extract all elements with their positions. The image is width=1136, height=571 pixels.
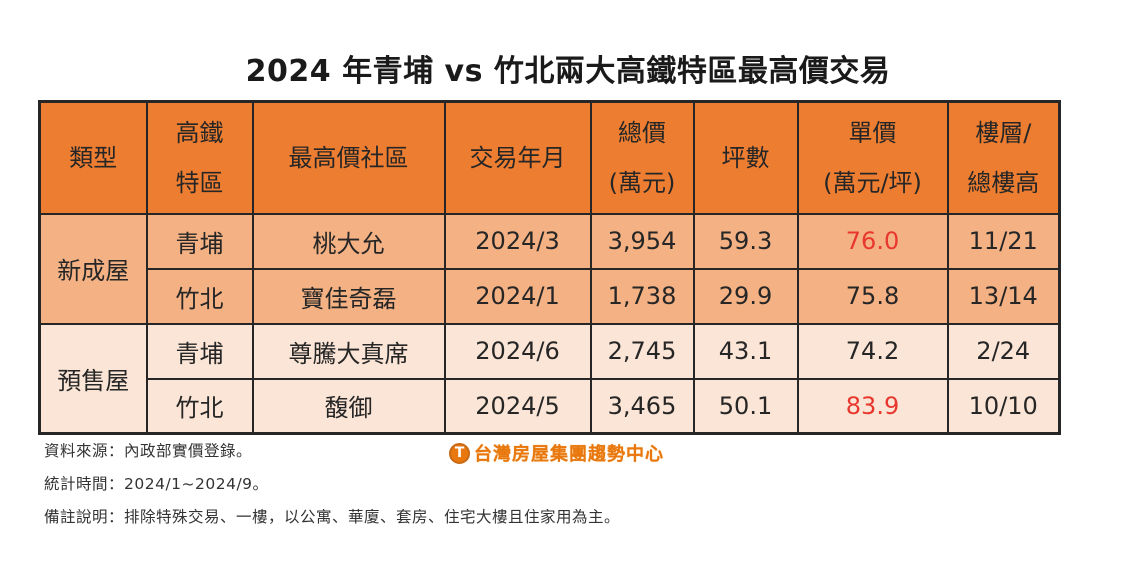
cell-total-price: 1,738: [589, 267, 695, 325]
col-header-ping: 坪數: [692, 100, 799, 215]
table-row-presale-zhubei: 竹北 馥御 2024/5 3,465 50.1 83.9 10/10: [40, 377, 1061, 435]
col-header-total-price: 總價 (萬元): [589, 100, 695, 215]
cell-transaction-date: 2024/3: [443, 212, 592, 270]
col-header-unit-price: 單價 (萬元/坪): [796, 100, 949, 215]
header-label: 最高價社區: [288, 143, 409, 172]
cell-floor: 11/21: [946, 212, 1061, 270]
cell-ping: 29.9: [692, 267, 799, 325]
cell-community: 尊騰大真席: [251, 322, 446, 380]
cell-ping: 50.1: [692, 377, 799, 435]
cell-unit-price: 74.2: [796, 322, 949, 380]
note-statistics-period: 統計時間：2024/1~2024/9。: [44, 475, 269, 493]
cell-floor: 10/10: [946, 377, 1061, 435]
table-row-new-house-qingpu: 新成屋 青埔 桃大允 2024/3 3,954 59.3 76.0 11/21: [38, 212, 1061, 325]
taiwan-housing-logo: T 台灣房屋集團趨勢中心: [449, 440, 664, 466]
col-header-community: 最高價社區: [251, 100, 446, 215]
cell-district: 竹北: [145, 267, 254, 325]
col-header-hsr-district: 高鐵 特區: [145, 100, 254, 215]
cell-district: 竹北: [145, 377, 254, 435]
cell-community: 寶佳奇磊: [251, 267, 446, 325]
cell-transaction-date: 2024/6: [443, 322, 592, 380]
cell-total-price: 2,745: [589, 322, 695, 380]
page-title: 2024 年青埔 vs 竹北兩大高鐵特區最高價交易: [245, 54, 891, 89]
group-label-new-house: 新成屋: [38, 212, 148, 325]
cell-floor: 2/24: [946, 322, 1061, 380]
cell-ping: 59.3: [692, 212, 799, 270]
header-label: 總價: [618, 118, 666, 147]
note-remarks: 備註說明：排除特殊交易、一樓，以公寓、華廈、套房、住宅大樓且住家用為主。: [44, 508, 621, 526]
header-label: 交易年月: [469, 143, 566, 172]
footnotes: 資料來源：內政部實價登錄。 統計時間：2024/1~2024/9。 備註說明：排…: [44, 441, 620, 540]
transactions-table-container: 類型 高鐵 特區 最高價社區 交易年月 總價 (萬元) 坪數 單價(: [38, 100, 1061, 435]
table-row-new-house-zhubei: 竹北 寶佳奇磊 2024/1 1,738 29.9 75.8 13/14: [40, 267, 1061, 325]
header-label: 樓層/: [975, 118, 1032, 147]
taiwan-housing-logo-icon: T: [449, 442, 470, 464]
cell-ping: 43.1: [692, 322, 799, 380]
cell-unit-price: 75.8: [796, 267, 949, 325]
note-data-source: 資料來源：內政部實價登錄。: [44, 442, 253, 460]
group-label-presale: 預售屋: [38, 322, 148, 435]
header-label: 單價: [848, 118, 897, 147]
cell-unit-price: 83.9: [796, 377, 949, 435]
cell-district: 青埔: [145, 212, 254, 270]
taiwan-housing-logo-text: 台灣房屋集團趨勢中心: [474, 444, 664, 465]
header-row: 類型 高鐵 特區 最高價社區 交易年月 總價 (萬元) 坪數 單價(: [38, 100, 1061, 215]
cell-transaction-date: 2024/1: [443, 267, 592, 325]
col-header-floor: 樓層/總樓高: [946, 100, 1061, 215]
table-row-presale-qingpu: 預售屋 青埔 尊騰大真席 2024/6 2,745 43.1 74.2 2/24: [38, 322, 1061, 435]
cell-community: 桃大允: [251, 212, 446, 270]
col-header-transaction-date: 交易年月: [443, 100, 592, 215]
cell-total-price: 3,954: [589, 212, 695, 270]
cell-transaction-date: 2024/5: [443, 377, 592, 435]
header-label: 類型: [69, 143, 118, 172]
cell-district: 青埔: [145, 322, 254, 380]
header-label: 坪數: [721, 143, 770, 172]
cell-community: 馥御: [251, 377, 446, 435]
cell-unit-price: 76.0: [796, 212, 949, 270]
cell-floor: 13/14: [946, 267, 1061, 325]
col-header-type: 類型: [38, 100, 148, 215]
cell-total-price: 3,465: [589, 377, 695, 435]
transactions-table: 類型 高鐵 特區 最高價社區 交易年月 總價 (萬元) 坪數 單價(: [38, 100, 1061, 435]
header-label: 高鐵: [175, 118, 224, 147]
